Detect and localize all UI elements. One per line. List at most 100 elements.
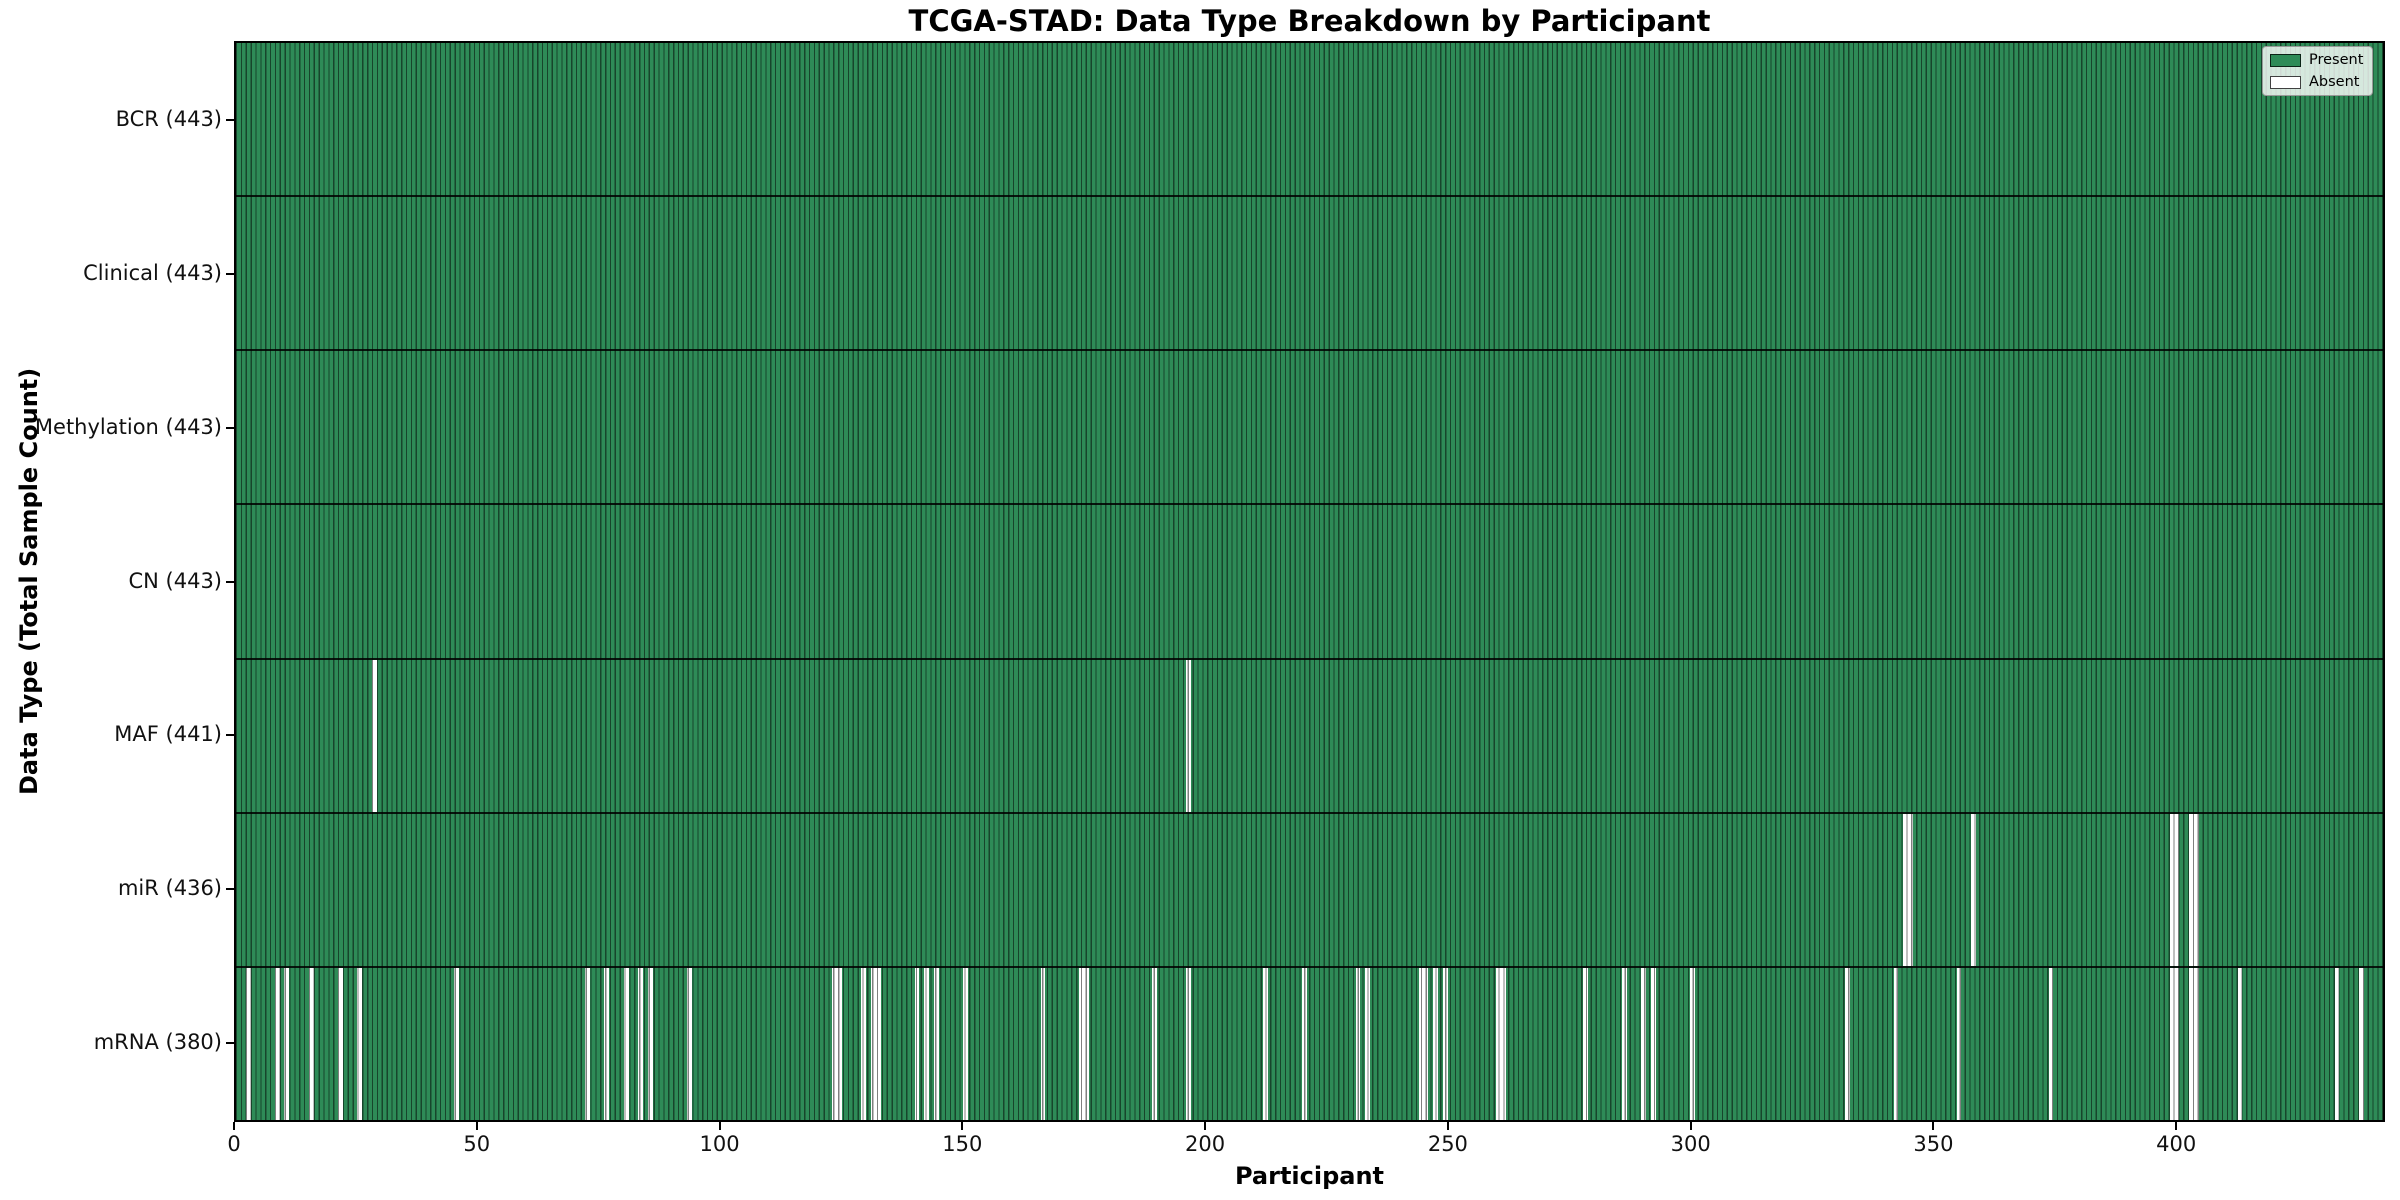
absent-mark-mRNA-413 (2237, 967, 2243, 1120)
chart-title: TCGA-STAD: Data Type Breakdown by Partic… (908, 4, 1711, 38)
x-tick-label-200: 200 (1185, 1132, 1226, 1156)
row-Clinical (236, 197, 2383, 352)
x-tick-label-100: 100 (699, 1132, 740, 1156)
row-mRNA (236, 967, 2383, 1120)
plot-area (234, 41, 2385, 1122)
x-tick-mark-350 (1932, 1122, 1935, 1130)
absent-mark-miR-345 (1908, 813, 1913, 966)
absent-mark-mRNA-140 (914, 967, 920, 1120)
y-tick-mark-Methylation (226, 426, 234, 429)
absent-mark-mRNA-129 (861, 967, 867, 1120)
absent-mark-MAF-28 (371, 659, 377, 812)
absent-mark-mRNA-278 (1583, 967, 1589, 1120)
absent-mark-mRNA-150 (962, 967, 968, 1120)
x-tick-mark-400 (2175, 1122, 2178, 1130)
absent-mark-mRNA-93 (686, 967, 692, 1120)
absent-mark-mRNA-438 (2358, 967, 2364, 1120)
legend-entry-present: Present (2270, 52, 2363, 68)
absent-mark-mRNA-220 (1302, 967, 1308, 1120)
absent-mark-mRNA-21 (337, 967, 343, 1120)
y-tick-label-mRNA: mRNA (380) (93, 1030, 222, 1055)
absent-mark-mRNA-80 (623, 967, 629, 1120)
absent-mark-mRNA-332 (1845, 967, 1850, 1120)
absent-mark-mRNA-15 (308, 967, 314, 1120)
absent-mark-mRNA-249 (1442, 967, 1448, 1120)
y-tick-label-Methylation: Methylation (443) (34, 414, 222, 439)
y-tick-mark-miR (226, 888, 234, 891)
absent-mark-mRNA-374 (2048, 967, 2054, 1120)
row-MAF (236, 659, 2383, 814)
y-tick-label-BCR: BCR (443) (115, 106, 222, 131)
absent-mark-mRNA-404 (2193, 967, 2199, 1120)
absent-mark-miR-400 (2174, 813, 2180, 966)
absent-mark-mRNA-247 (1433, 967, 1438, 1120)
rows-container (236, 43, 2383, 1120)
absent-mark-mRNA-132 (875, 967, 881, 1120)
y-tick-label-MAF: MAF (441) (114, 722, 222, 747)
x-axis-label: Participant (1234, 1162, 1385, 1190)
absent-mark-mRNA-286 (1622, 967, 1627, 1120)
x-tick-mark-50 (475, 1122, 478, 1130)
absent-mark-mRNA-290 (1641, 967, 1647, 1120)
absent-mark-mRNA-124 (836, 967, 842, 1120)
absent-mark-MAF-196 (1185, 659, 1191, 812)
absent-mark-mRNA-261 (1500, 967, 1506, 1120)
x-tick-label-350: 350 (1913, 1132, 1954, 1156)
absent-mark-mRNA-2 (245, 967, 251, 1120)
legend: Present Absent (2262, 46, 2374, 96)
absent-mark-mRNA-72 (584, 967, 590, 1120)
absent-mark-mRNA-83 (638, 967, 644, 1120)
absent-mark-mRNA-342 (1893, 967, 1899, 1120)
y-tick-label-Clinical: Clinical (443) (83, 260, 222, 285)
absent-mark-mRNA-400 (2174, 967, 2180, 1120)
x-tick-label-400: 400 (2156, 1132, 2197, 1156)
x-tick-label-300: 300 (1670, 1132, 1711, 1156)
absent-mark-miR-358 (1971, 813, 1976, 966)
x-tick-label-0: 0 (227, 1132, 241, 1156)
x-tick-mark-300 (1689, 1122, 1692, 1130)
present-swatch-icon (2270, 53, 2301, 67)
absent-mark-mRNA-189 (1151, 967, 1157, 1120)
y-tick-mark-BCR (226, 118, 234, 121)
row-BCR (236, 43, 2383, 198)
absent-mark-mRNA-233 (1365, 967, 1371, 1120)
y-tick-label-CN: CN (443) (128, 568, 222, 593)
absent-mark-mRNA-166 (1040, 967, 1046, 1120)
absent-mark-mRNA-175 (1084, 967, 1089, 1120)
x-tick-mark-150 (961, 1122, 964, 1130)
row-CN (236, 505, 2383, 660)
absent-mark-mRNA-212 (1263, 967, 1269, 1120)
absent-mark-mRNA-142 (924, 967, 930, 1120)
y-tick-mark-Clinical (226, 272, 234, 275)
x-tick-label-150: 150 (942, 1132, 983, 1156)
x-tick-mark-0 (233, 1122, 235, 1130)
absent-mark-mRNA-231 (1355, 967, 1361, 1120)
absent-mark-miR-404 (2193, 813, 2199, 966)
absent-mark-mRNA-85 (647, 967, 653, 1120)
absent-mark-mRNA-144 (933, 967, 939, 1120)
row-miR (236, 813, 2383, 968)
x-tick-label-50: 50 (463, 1132, 491, 1156)
absent-mark-mRNA-355 (1956, 967, 1962, 1120)
absent-mark-mRNA-245 (1423, 967, 1429, 1120)
absent-mark-mRNA-300 (1689, 967, 1695, 1120)
legend-label-present: Present (2309, 52, 2364, 68)
absent-mark-mRNA-433 (2334, 967, 2340, 1120)
absent-mark-mRNA-45 (454, 967, 459, 1120)
y-tick-mark-CN (226, 580, 234, 583)
absent-swatch-icon (2270, 75, 2301, 89)
absent-mark-mRNA-8 (274, 967, 280, 1120)
row-Methylation (236, 351, 2383, 506)
absent-mark-mRNA-10 (284, 967, 290, 1120)
y-tick-mark-mRNA (226, 1042, 234, 1045)
legend-entry-absent: Absent (2270, 74, 2363, 90)
absent-mark-mRNA-25 (357, 967, 362, 1120)
absent-mark-mRNA-292 (1651, 967, 1657, 1120)
y-tick-label-miR: miR (436) (117, 876, 222, 901)
x-tick-label-250: 250 (1427, 1132, 1468, 1156)
legend-label-absent: Absent (2309, 74, 2360, 90)
x-tick-mark-100 (718, 1122, 721, 1130)
absent-mark-mRNA-76 (604, 967, 610, 1120)
absent-mark-mRNA-196 (1185, 967, 1191, 1120)
